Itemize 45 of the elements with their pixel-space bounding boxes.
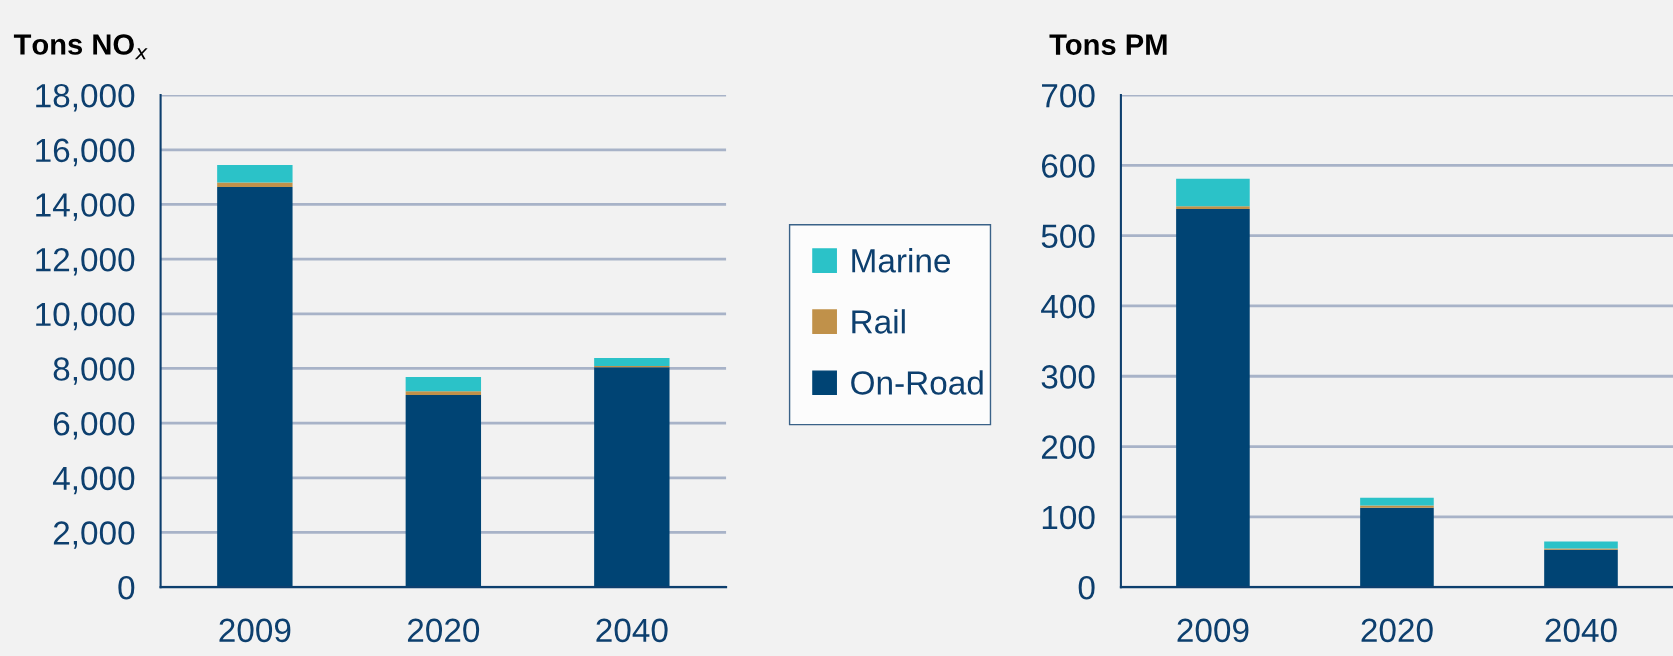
y-tick-label: 200	[1041, 435, 1095, 459]
y-tick-label: 700	[1042, 83, 1095, 108]
y-tick-label: 8,000	[53, 357, 135, 385]
bar	[1360, 507, 1434, 588]
legend-label: On-Road	[851, 370, 983, 395]
bar	[594, 358, 670, 366]
bar	[217, 182, 293, 187]
bar	[1544, 549, 1618, 588]
chart-title: Tons NO$_{x}$	[13, 34, 148, 60]
x-tick-label: 2020	[1361, 618, 1433, 643]
bar	[217, 165, 293, 183]
x-tick-label: 2040	[596, 618, 668, 643]
bar	[1544, 541, 1618, 549]
y-tick-label: 18,000	[36, 83, 135, 112]
legend-label: Marine	[852, 248, 950, 273]
y-tick-label: 16,000	[36, 138, 135, 167]
y-tick-label: 6,000	[53, 411, 135, 440]
bar	[405, 394, 482, 588]
x-tick-label: 2040	[1545, 618, 1617, 643]
y-tick-label: 400	[1041, 294, 1095, 319]
bar	[217, 186, 293, 588]
chart-title: Tons PM	[1049, 34, 1167, 55]
bar	[405, 391, 482, 395]
bar	[594, 367, 670, 588]
x-tick-label: 2009	[1177, 618, 1249, 643]
y-tick-label: 0	[118, 575, 135, 600]
y-tick-label: 12,000	[36, 247, 135, 276]
x-tick-label: 2009	[219, 618, 291, 643]
y-tick-label: 600	[1041, 154, 1095, 178]
y-tick-label: 14,000	[36, 193, 135, 221]
y-tick-label: 2,000	[53, 521, 135, 549]
y-tick-label: 4,000	[52, 466, 135, 495]
x-tick-label: 2020	[407, 618, 480, 643]
y-tick-label: 500	[1041, 224, 1095, 249]
y-tick-label: 300	[1041, 365, 1095, 389]
bar	[1360, 497, 1434, 506]
bar	[1176, 208, 1250, 588]
bar	[1360, 505, 1434, 508]
y-tick-label: 10,000	[36, 302, 135, 331]
y-tick-label: 0	[1078, 575, 1095, 600]
bar	[405, 376, 482, 392]
y-tick-label: 100	[1042, 505, 1095, 530]
bar	[1176, 206, 1250, 209]
legend-label: Rail	[852, 309, 905, 334]
bar	[1176, 178, 1250, 207]
